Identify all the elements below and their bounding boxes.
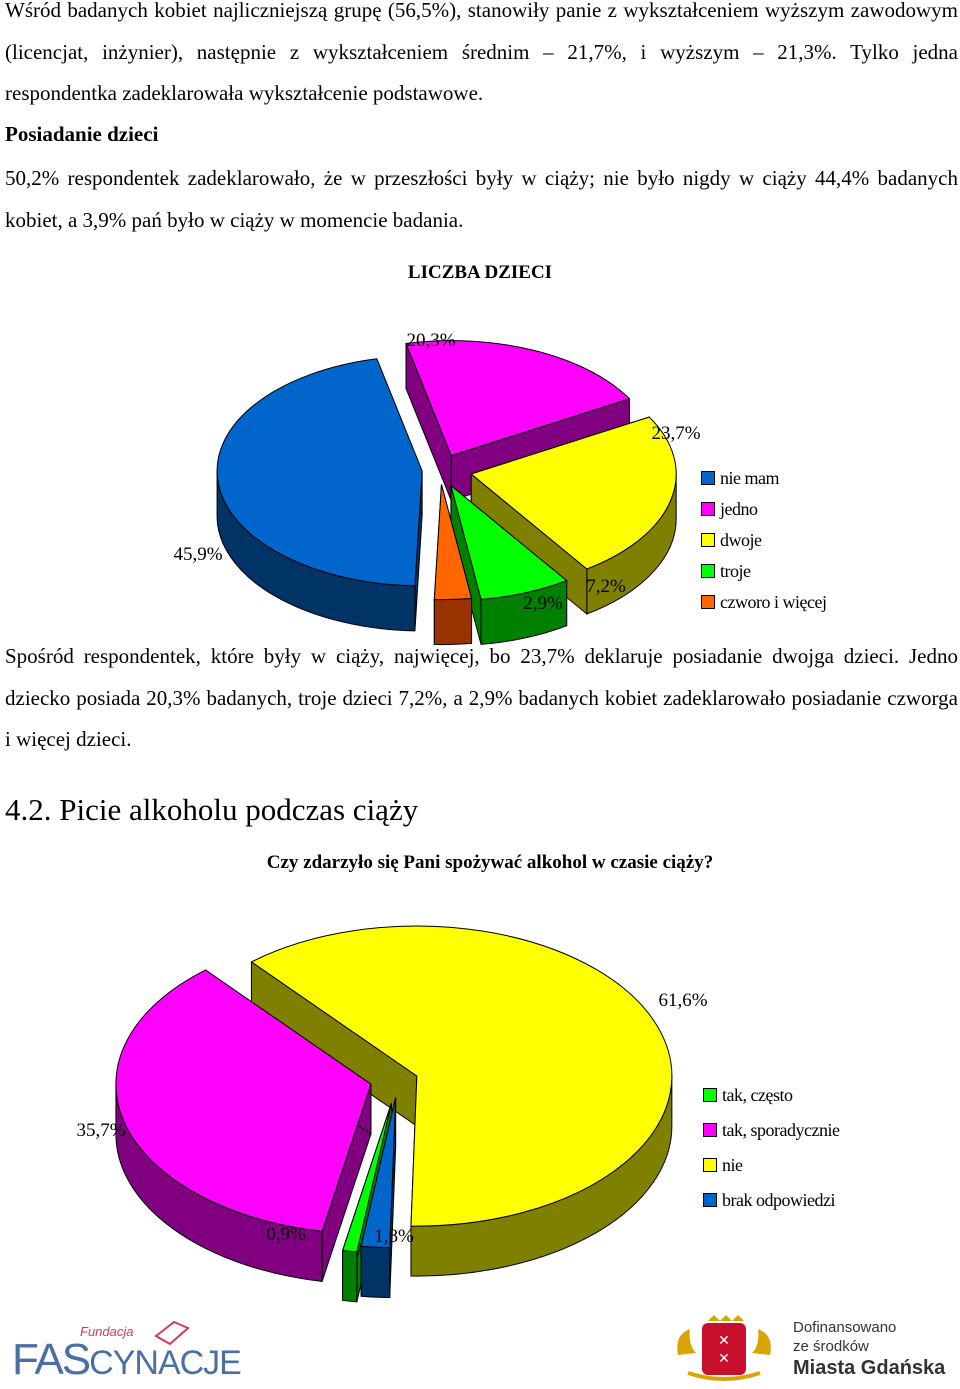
chart2-title: Czy zdarzyło się Pani spożywać alkohol w… [266,852,714,873]
paragraph-education: Wśród badanych kobiet najliczniejszą gru… [5,0,958,105]
pie-slice-side [450,397,630,502]
pie-slice-side [440,484,473,644]
pie-slice-side [321,1084,372,1282]
pie-data-label: 2,9% [523,593,563,614]
fascynacje-logo-small: Fundacja [80,1324,134,1339]
pie-data-label: 61,6% [658,990,707,1011]
pie-data-label: 35,7% [76,1120,125,1141]
chart2-legend-swatch [703,1193,717,1207]
pie-slice-czworo-i-wi-cej [433,484,473,601]
pie-slice-rim [586,474,677,615]
pie-slice-side [405,343,452,501]
chart1-legend-swatch [701,502,715,516]
chart1-legend-swatch [701,533,715,547]
pie-slice-tak-cz-sto [341,1103,392,1253]
chart1-legend-item-0: nie mam [701,468,779,489]
pie-slice-rim [480,579,568,645]
gdansk-coat-of-arms-icon: ✕ ✕ [677,1315,771,1381]
pie-slice-dwoje [470,416,677,570]
pie-slice-rim [410,1076,673,1277]
pie-slice-side [342,1103,392,1301]
pie-slice-nie [250,925,673,1227]
svg-text:✕: ✕ [718,1334,730,1349]
gdansk-logo: ✕ ✕ Dofinansowano ze środków Miasta Gdań… [668,1313,958,1387]
fascynacje-logo: Fundacja FASCYNACJE [12,1318,242,1386]
chart2-legend-label: tak, sporadycznie [722,1120,840,1140]
pie-slice-side [250,960,418,1128]
gdansk-logo-line3: Miasta Gdańska [793,1357,946,1379]
chart1-legend-label: jedno [720,499,758,519]
pie-slice-side [414,470,423,631]
chart1-legend-item-3: troje [701,561,751,582]
chart2-legend-swatch [703,1088,717,1102]
pie-slice-side [205,969,372,1136]
kite-icon [154,1320,190,1346]
pie-slice-side [410,1076,418,1277]
pie-slice-rim [360,1245,391,1299]
chart1-legend-label: czworo i więcej [720,592,827,612]
pie-slice-troje [450,484,568,600]
chart1-legend-swatch [701,471,715,485]
pie-slice-tak-sporadycznie [115,969,372,1232]
pie-slice-nie-mam [216,358,423,587]
pie-data-label: 45,9% [173,544,222,565]
section-title: 4.2. Picie alkoholu podczas ciąży [5,792,419,827]
pie-slice-side [450,485,482,645]
pie-slice-side [450,484,568,627]
pie-slice-brak-odpowiedzi [360,1097,397,1249]
paragraph-pregnancy: 50,2% respondentek zadeklarowało, że w p… [5,166,958,232]
gdansk-logo-line2: ze środków [793,1338,869,1355]
pie-slice-rim [115,1084,323,1282]
chart1-legend-label: troje [720,561,751,581]
chart2-legend-swatch [703,1123,717,1137]
chart2-legend-item-1: tak, sporadycznie [703,1120,840,1141]
chart1-legend-label: nie mam [720,468,779,488]
pie-slice-rim [216,470,416,632]
pie-slice-side [356,1103,392,1302]
pie-data-label: 0,9% [266,1224,306,1245]
chart2-legend-item-2: nie [703,1155,743,1176]
pie-data-label: 7,2% [586,576,626,597]
chart1-legend-item-4: czworo i więcej [701,592,827,613]
pie-data-label: 23,7% [651,423,700,444]
chart2-legend-item-0: tak, często [703,1085,793,1106]
pie-slice-rim [342,1249,358,1303]
chart2-legend-swatch [703,1158,717,1172]
gdansk-logo-line1: Dofinansowano [793,1319,897,1336]
chart2-legend-label: tak, często [722,1085,793,1105]
chart1-title: LICZBA DZIECI [407,262,553,283]
paragraph-children-count: Spośród respondentek, które były w ciąży… [5,644,958,751]
svg-text:✕: ✕ [718,1352,730,1367]
chart1-legend-label: dwoje [720,530,762,550]
heading-children: Posiadanie dzieci [5,122,159,146]
pie-slice-side [360,1097,397,1297]
pie-slice-side [470,472,588,616]
fascynacje-logo-fas: FAS [12,1335,91,1384]
chart2-legend-label: brak odpowiedzi [722,1190,835,1210]
chart2-legend-label: nie [722,1155,743,1175]
pie-data-label: 20,3% [406,330,455,351]
chart1-legend-item-1: jedno [701,499,758,520]
chart1-legend-swatch [701,595,715,609]
pie-slice-side [376,358,423,517]
fascynacje-logo-rest: CYNACJE [89,1344,242,1382]
chart1-legend-swatch [701,564,715,578]
chart1-legend-item-2: dwoje [701,530,762,551]
chart2-legend-item-3: brak odpowiedzi [703,1190,835,1211]
pie-slice-jedno [405,340,631,457]
pie-slice-side [389,1097,397,1298]
pie-data-label: 1,8% [374,1226,414,1247]
pie-slice-side [470,416,650,520]
pie-slice-side [433,484,442,645]
